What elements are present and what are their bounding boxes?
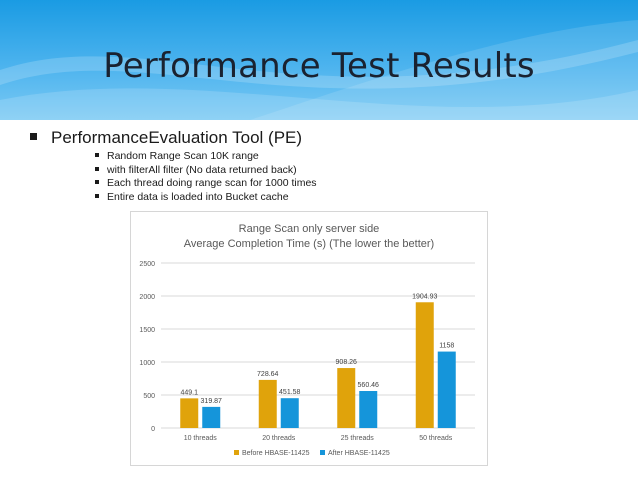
bar xyxy=(280,398,299,428)
square-bullet-icon xyxy=(95,153,99,158)
bar xyxy=(180,398,199,428)
data-label: 449.1 xyxy=(180,389,198,396)
x-tick-label: 20 threads xyxy=(262,435,296,442)
slide-title: Performance Test Results xyxy=(103,46,535,86)
sub-bullet-list: Random Range Scan 10K range with filterA… xyxy=(95,150,317,204)
data-label: 560.46 xyxy=(358,382,380,389)
slide-header: Performance Test Results xyxy=(0,0,638,120)
legend-swatch xyxy=(234,450,239,455)
bar-chart: Range Scan only server side Average Comp… xyxy=(139,223,475,457)
sub-bullet-text: Each thread doing range scan for 1000 ti… xyxy=(107,177,317,189)
bar xyxy=(359,391,378,428)
chart-subtitle: Average Completion Time (s) (The lower t… xyxy=(184,238,434,250)
sub-bullet-text: Entire data is loaded into Bucket cache xyxy=(107,190,289,203)
legend-label: Before HBASE-11425 xyxy=(242,450,310,457)
bar xyxy=(415,302,434,428)
header-wave-decoration xyxy=(0,20,638,120)
main-bullet-text: PerformanceEvaluation Tool (PE) xyxy=(51,128,303,147)
y-tick-label: 1500 xyxy=(139,327,155,334)
y-tick-label: 1000 xyxy=(139,360,155,367)
x-tick-label: 50 threads xyxy=(419,435,453,442)
bar xyxy=(437,351,456,428)
data-label: 1158 xyxy=(439,343,454,350)
square-bullet-icon xyxy=(95,166,99,171)
sub-bullet: with filterAll filter (No data returned … xyxy=(95,164,317,178)
data-label: 451.58 xyxy=(279,389,301,396)
main-bullet: PerformanceEvaluation Tool (PE) xyxy=(30,128,302,148)
sub-bullet: Entire data is loaded into Bucket cache xyxy=(95,191,317,205)
data-label: 319.87 xyxy=(201,398,223,405)
y-tick-label: 2000 xyxy=(139,294,155,301)
square-bullet-icon xyxy=(95,193,99,198)
legend-swatch xyxy=(320,450,325,455)
data-label: 1904.93 xyxy=(412,293,437,300)
chart-title: Range Scan only server side xyxy=(239,223,380,235)
x-tick-label: 10 threads xyxy=(184,435,218,442)
sub-bullet-text: with filterAll filter (No data returned … xyxy=(107,163,297,176)
y-tick-label: 500 xyxy=(143,393,155,400)
sub-bullet: Random Range Scan 10K range xyxy=(95,150,317,164)
sub-bullet: Each thread doing range scan for 1000 ti… xyxy=(95,177,317,191)
square-bullet-icon xyxy=(95,180,99,185)
data-label: 908.26 xyxy=(336,359,358,366)
y-tick-label: 0 xyxy=(151,426,155,433)
x-tick-label: 25 threads xyxy=(341,435,375,442)
chart-container: Range Scan only server side Average Comp… xyxy=(130,211,488,466)
y-tick-label: 2500 xyxy=(139,261,155,268)
sub-bullet-text: Random Range Scan 10K range xyxy=(107,150,259,162)
bar xyxy=(337,368,356,428)
bar xyxy=(202,406,221,428)
legend-label: After HBASE-11425 xyxy=(328,450,390,457)
data-label: 728.64 xyxy=(257,371,279,378)
square-bullet-icon xyxy=(30,133,37,141)
bar xyxy=(258,379,277,428)
